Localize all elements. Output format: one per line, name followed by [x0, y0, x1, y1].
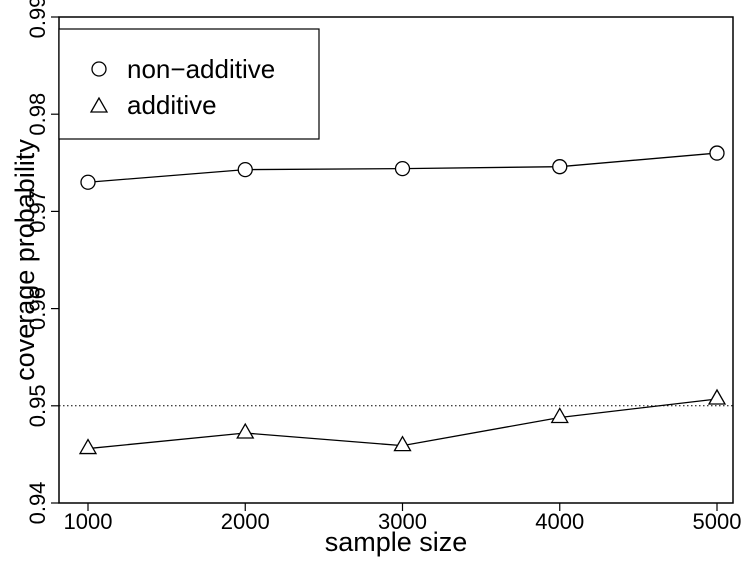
x-tick-label: 4000	[535, 509, 584, 534]
legend-box	[58, 28, 320, 140]
data-point-circle	[80, 174, 96, 190]
y-tick-label: 0.95	[25, 384, 50, 427]
y-tick-label: 0.97	[25, 190, 50, 233]
y-tick-label: 0.94	[25, 482, 50, 525]
data-point-triangle	[550, 407, 569, 424]
data-point-triangle	[78, 438, 98, 455]
series-layer	[59, 145, 733, 455]
legend: non−additive additive	[58, 28, 320, 140]
x-tick-label: 5000	[693, 509, 742, 534]
data-point-triangle	[393, 435, 412, 452]
data-point-circle	[394, 160, 411, 177]
legend-marker-triangle	[89, 96, 109, 113]
legend-label-additive: additive	[127, 90, 217, 120]
y-tick-label: 0.99	[25, 0, 50, 38]
y-axis-ticks: 0.94 0.95 0.96 0.97 0.98 0.99	[25, 0, 59, 524]
data-point-triangle	[707, 388, 727, 405]
x-axis-title: sample size	[325, 527, 468, 557]
data-point-circle	[709, 145, 725, 161]
x-tick-label: 1000	[64, 509, 113, 534]
data-point-circle	[552, 159, 568, 175]
plot-frame	[58, 16, 734, 504]
y-tick-label: 0.98	[25, 93, 50, 136]
y-tick-label: 0.96	[25, 287, 50, 330]
x-axis-ticks: 1000 2000 3000 4000 5000	[64, 503, 742, 534]
legend-label-non-additive: non−additive	[127, 54, 275, 84]
data-point-circle	[237, 161, 253, 178]
x-tick-label: 2000	[221, 509, 270, 534]
x-tick-label: 3000	[378, 509, 427, 534]
data-point-triangle	[236, 422, 255, 439]
y-axis-title: coverage probability	[10, 139, 40, 381]
legend-marker-circle	[91, 61, 107, 77]
